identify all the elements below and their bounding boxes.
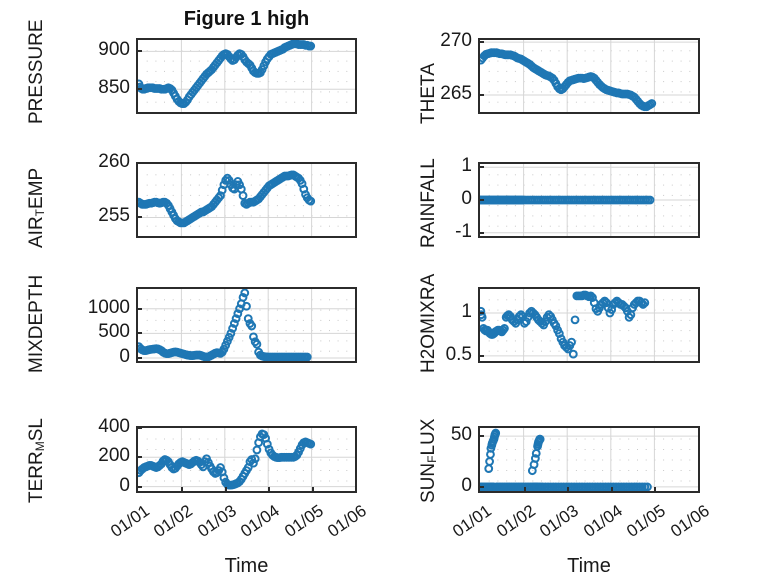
plot-axes-rainfall bbox=[478, 162, 700, 238]
xtick-mark bbox=[181, 487, 184, 491]
ytick-label-mixdepth: 500 bbox=[98, 321, 130, 343]
major-gridlines-mixdepth bbox=[138, 289, 355, 361]
ytick-mark-airtemp bbox=[138, 216, 142, 219]
xtick-mark bbox=[311, 487, 314, 491]
axis-label-rainfall: RAINFALL bbox=[418, 158, 439, 248]
axis-label-h2omixra: H2OMIXRA bbox=[418, 273, 439, 373]
ytick-mark-pressure bbox=[138, 88, 142, 91]
ytick-mark-theta bbox=[480, 94, 484, 97]
axis-label-terrmsl: TERRMSL bbox=[26, 418, 47, 503]
ytick-mark-terrmsl bbox=[138, 427, 142, 429]
ytick-label-airtemp: 260 bbox=[98, 150, 130, 172]
ytick-label-rainfall: 1 bbox=[461, 155, 472, 177]
ytick-mark-h2omixra bbox=[480, 354, 484, 357]
data-series-airtemp bbox=[138, 170, 316, 228]
xtick-mark bbox=[523, 487, 526, 491]
ytick-mark-rainfall bbox=[480, 166, 484, 169]
axis-label-mixdepth: MIXDEPTH bbox=[26, 274, 47, 373]
ytick-mark-pressure bbox=[138, 50, 142, 53]
ytick-mark-sunflux bbox=[480, 485, 484, 488]
ytick-label-terrmsl: 400 bbox=[98, 416, 130, 437]
ytick-label-h2omixra: 1 bbox=[461, 301, 472, 322]
ytick-label-mixdepth: 0 bbox=[119, 346, 130, 368]
axis-label-theta: THETA bbox=[418, 63, 439, 124]
ytick-label-airtemp: 255 bbox=[98, 205, 130, 227]
ytick-label-sunflux: 0 bbox=[461, 474, 472, 496]
xtick-mark bbox=[567, 487, 570, 491]
plot-axes-terrmsl bbox=[136, 426, 357, 493]
figure-title: Figure 1 high bbox=[183, 8, 310, 30]
ytick-label-terrmsl: 200 bbox=[98, 445, 130, 467]
ytick-mark-rainfall bbox=[480, 199, 484, 201]
ytick-mark-airtemp bbox=[138, 161, 142, 164]
ytick-label-terrmsl: 0 bbox=[119, 474, 130, 496]
data-series-mixdepth bbox=[138, 289, 312, 361]
ytick-mark-mixdepth bbox=[138, 332, 142, 335]
ytick-label-mixdepth: 1000 bbox=[87, 296, 130, 318]
xtick-mark bbox=[268, 487, 271, 491]
data-series-terrmsl bbox=[138, 429, 316, 490]
xtick-mark bbox=[654, 487, 657, 491]
ytick-mark-sunflux bbox=[480, 435, 484, 438]
axis-label-sunflux: SUNFLUX bbox=[418, 418, 439, 503]
ytick-label-pressure: 850 bbox=[98, 77, 130, 99]
plot-axes-theta bbox=[478, 38, 700, 114]
ytick-label-pressure: 900 bbox=[98, 39, 130, 61]
ytick-label-rainfall: 0 bbox=[461, 188, 472, 209]
axis-label-time: Time bbox=[224, 555, 269, 577]
ytick-label-sunflux: 50 bbox=[450, 424, 472, 446]
plot-axes-h2omixra bbox=[478, 287, 700, 363]
axis-label-airtemp: AIRTEMP bbox=[26, 167, 47, 248]
data-series-pressure bbox=[138, 40, 316, 109]
axis-label-time: Time bbox=[567, 555, 611, 577]
ytick-label-theta: 265 bbox=[440, 83, 472, 105]
data-series-rainfall bbox=[480, 195, 655, 205]
axis-label-pressure: PRESSURE bbox=[26, 19, 47, 124]
ytick-mark-terrmsl bbox=[138, 456, 142, 459]
plot-axes-airtemp bbox=[136, 162, 357, 238]
data-series-h2omixra bbox=[480, 290, 650, 359]
ytick-mark-theta bbox=[480, 41, 484, 44]
ytick-label-h2omixra: 0.5 bbox=[445, 343, 472, 365]
ytick-mark-terrmsl bbox=[138, 485, 142, 488]
data-series-sunflux bbox=[480, 428, 652, 491]
major-gridlines-theta bbox=[480, 40, 698, 112]
xtick-mark bbox=[610, 487, 613, 491]
ytick-label-rainfall: -1 bbox=[455, 220, 472, 242]
xtick-mark bbox=[224, 487, 227, 491]
plot-axes-mixdepth bbox=[136, 287, 357, 363]
ytick-label-theta: 270 bbox=[440, 30, 472, 52]
ytick-mark-rainfall bbox=[480, 231, 484, 234]
ytick-mark-h2omixra bbox=[480, 312, 484, 314]
ytick-mark-mixdepth bbox=[138, 307, 142, 310]
plot-axes-sunflux bbox=[478, 426, 700, 493]
plot-axes-pressure bbox=[136, 38, 357, 114]
minor-gridlines-sunflux bbox=[480, 428, 698, 491]
data-series-theta bbox=[480, 48, 657, 112]
ytick-mark-mixdepth bbox=[138, 357, 142, 360]
